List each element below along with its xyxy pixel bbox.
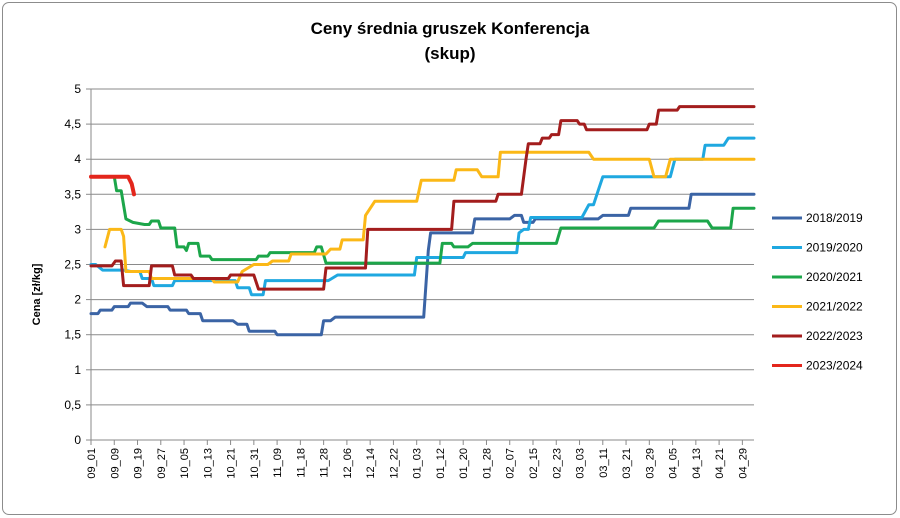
series-line-2021-2022 [103, 150, 756, 284]
legend-entry-label: 2021/2022 [806, 300, 863, 314]
x-tick-label: 02_07 [505, 448, 517, 479]
series-line-2023-2024 [89, 174, 136, 197]
x-tick-label: 11_28 [319, 448, 331, 478]
x-tick-label: 11_18 [295, 448, 307, 478]
y-tick-label: 2,5 [64, 258, 81, 272]
chart-title: Ceny średnia gruszek Konferencja (skup) [0, 16, 900, 66]
chart-subtitle-line: (skup) [424, 44, 476, 63]
x-tick-label: 04_05 [668, 448, 680, 479]
y-tick-label: 0 [74, 433, 81, 447]
x-tick-labels: 09_01 09_09 09_19 09_27 10_05 10_13 10_21 10_31… [86, 448, 749, 479]
series-lines [89, 105, 756, 337]
x-tick-label: 02_15 [528, 448, 540, 479]
x-tick-label: 02_23 [551, 448, 563, 479]
x-tick-label: 01_28 [481, 448, 493, 479]
legend-entry-label: 2019/2020 [806, 241, 863, 255]
y-tick-label: 3 [74, 222, 81, 236]
series-line-2022-2023 [89, 105, 756, 291]
legend-entry-label: 2023/2024 [806, 359, 863, 373]
y-tick-label: 0,5 [64, 398, 81, 412]
x-tick-label: 01_12 [435, 448, 447, 479]
x-tick-label: 09_01 [86, 448, 98, 479]
x-tick-label: 03_11 [598, 448, 610, 478]
x-tick-label: 03_03 [575, 448, 587, 479]
x-tick-label: 11_09 [272, 448, 284, 478]
x-tick-label: 03_29 [644, 448, 656, 479]
x-tick-label: 04_13 [691, 448, 703, 479]
y-tick-label: 4 [74, 152, 81, 166]
gridlines [91, 88, 754, 406]
chart-title-line: Ceny średnia gruszek Konferencja [310, 19, 590, 38]
x-tick-label: 10_21 [226, 448, 238, 479]
series-line-2020-2021 [112, 175, 756, 265]
y-tick-label: 1,5 [64, 328, 81, 342]
y-tick-label: 4,5 [64, 117, 81, 131]
series-line-2019-2020 [89, 136, 756, 297]
x-tick-label: 12_22 [388, 448, 400, 479]
legend-entry-label: 2022/2023 [806, 329, 863, 343]
legend-entry-label: 2018/2019 [806, 211, 863, 225]
axes [86, 88, 754, 445]
x-tick-label: 09_19 [133, 448, 145, 479]
x-tick-label: 04_29 [737, 448, 749, 479]
x-tick-label: 12_14 [365, 448, 377, 479]
x-tick-label: 10_13 [202, 448, 214, 479]
x-tick-label: 09_27 [156, 448, 168, 479]
legend-entry-label: 2020/2021 [806, 270, 863, 284]
x-tick-label: 01_20 [458, 448, 470, 479]
x-tick-label: 12_06 [342, 448, 354, 479]
x-tick-label: 10_31 [249, 448, 261, 479]
legend: 2018/2019 2019/2020 2020/2021 2021/2022 2022… [772, 211, 863, 373]
y-axis-label: Cena [zł/kg] [31, 263, 43, 325]
x-tick-label: 03_21 [621, 448, 633, 479]
y-tick-label: 1 [74, 363, 81, 377]
x-tick-label: 04_21 [714, 448, 726, 479]
x-tick-label: 01_03 [412, 448, 424, 479]
x-tick-label: 10_05 [179, 448, 191, 479]
y-tick-label: 2 [74, 293, 81, 307]
x-tick-label: 09_09 [109, 448, 121, 479]
y-tick-label: 5 [74, 82, 81, 96]
y-tick-label: 3,5 [64, 187, 81, 201]
y-tick-labels: 0 0,5 1 1,5 2 2,5 3 3,5 4 4,5 5 [64, 82, 81, 447]
